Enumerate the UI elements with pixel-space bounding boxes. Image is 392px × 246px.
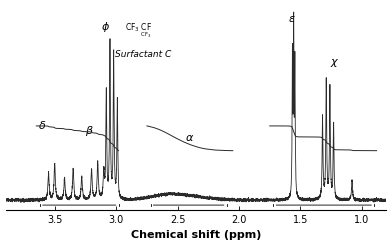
Text: $\phi$: $\phi$	[101, 20, 110, 34]
Text: $\alpha$: $\alpha$	[185, 133, 194, 143]
Text: $\varepsilon$: $\varepsilon$	[288, 14, 296, 24]
Text: Surfactant C: Surfactant C	[114, 50, 171, 59]
Text: $\beta$: $\beta$	[85, 124, 94, 138]
Text: $\delta$: $\delta$	[38, 119, 47, 131]
Text: $\mathrm{CF_3}$ $\underset{\mathrm{CF_3}}{\overset{}{\mathrm{CF}}}$: $\mathrm{CF_3}$ $\underset{\mathrm{CF_3}…	[125, 20, 152, 40]
X-axis label: Chemical shift (ppm): Chemical shift (ppm)	[131, 231, 261, 240]
Text: $\chi$: $\chi$	[330, 57, 339, 69]
